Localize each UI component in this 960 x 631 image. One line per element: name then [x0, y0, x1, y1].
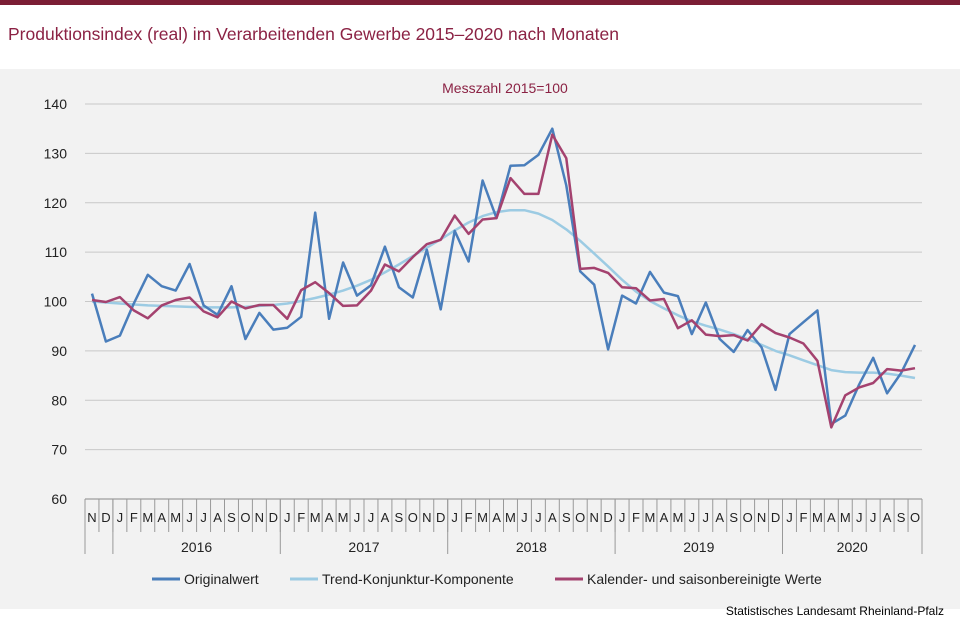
x-tick-label: A: [827, 510, 836, 525]
legend: Originalwert Trend-Konjunktur-Komponente K…: [152, 571, 822, 587]
x-tick-label: O: [910, 510, 920, 525]
x-tick-label: S: [227, 510, 236, 525]
page-title: Produktionsindex (real) im Verarbeitende…: [8, 24, 619, 44]
x-tick-label: F: [799, 510, 807, 525]
y-tick-label: 80: [51, 392, 67, 408]
x-tick-label: N: [255, 510, 264, 525]
x-tick-label: J: [689, 510, 696, 525]
x-tick-label: S: [562, 510, 571, 525]
x-tick-label: A: [381, 510, 390, 525]
y-tick-label: 140: [44, 96, 68, 112]
legend-label: Originalwert: [184, 571, 259, 587]
x-tick-label: O: [408, 510, 418, 525]
x-tick-label: F: [297, 510, 305, 525]
y-tick-label: 110: [45, 244, 68, 260]
x-tick-label: O: [240, 510, 250, 525]
year-label: 2019: [683, 539, 714, 555]
x-tick-label: N: [87, 510, 96, 525]
x-tick-label: N: [757, 510, 766, 525]
x-tick-label: A: [492, 510, 501, 525]
x-tick-label: S: [729, 510, 738, 525]
x-tick-label: A: [883, 510, 892, 525]
year-label: 2018: [516, 539, 547, 555]
x-tick-label: D: [269, 510, 278, 525]
x-tick-label: M: [170, 510, 181, 525]
y-tick-label: 130: [44, 145, 68, 161]
x-tick-label: J: [186, 510, 193, 525]
x-tick-label: J: [786, 510, 793, 525]
x-tick-label: J: [368, 510, 375, 525]
x-tick-label: A: [715, 510, 724, 525]
x-tick-label: D: [771, 510, 780, 525]
x-tick-label: S: [395, 510, 404, 525]
y-tick-label: 100: [44, 294, 68, 310]
year-label: 2017: [348, 539, 379, 555]
x-tick-label: J: [870, 510, 877, 525]
x-tick-label: N: [422, 510, 431, 525]
x-tick-label: A: [548, 510, 557, 525]
x-tick-label: N: [589, 510, 598, 525]
gridlines: [85, 103, 922, 500]
legend-label: Kalender- und saisonbereinigte Werte: [587, 571, 822, 587]
y-tick-label: 60: [51, 491, 67, 507]
y-tick-label: 120: [44, 195, 68, 211]
x-tick-label: S: [897, 510, 906, 525]
series-line-0: [90, 127, 917, 426]
x-tick-label: M: [142, 510, 153, 525]
year-label: 2016: [181, 539, 212, 555]
source-credit: Statistisches Landesamt Rheinland-Pfalz: [725, 604, 944, 618]
x-tick-label: J: [703, 510, 710, 525]
series-line-1: [91, 208, 916, 380]
x-tick-label: M: [840, 510, 851, 525]
x-tick-label: J: [619, 510, 626, 525]
y-tick-label: 70: [51, 442, 67, 458]
x-tick-label: A: [660, 510, 669, 525]
x-tick-label: M: [477, 510, 488, 525]
x-tick-label: J: [535, 510, 542, 525]
x-tick-label: F: [632, 510, 640, 525]
x-tick-label: D: [603, 510, 612, 525]
x-tick-label: O: [743, 510, 753, 525]
x-tick-label: M: [505, 510, 516, 525]
x-tick-label: J: [284, 510, 291, 525]
x-tick-label: D: [436, 510, 445, 525]
x-tick-label: M: [672, 510, 683, 525]
series-line-2: [91, 133, 916, 429]
x-tick-label: M: [645, 510, 656, 525]
x-tick-label: M: [310, 510, 321, 525]
chart-area: 60 70 80 90 100 110 120 130 140 N D J F M A M J J A S O N D J F M…: [0, 69, 960, 609]
x-tick-label: D: [101, 510, 110, 525]
x-tick-label: M: [338, 510, 349, 525]
x-tick-label: F: [465, 510, 473, 525]
x-tick-label: A: [157, 510, 166, 525]
x-tick-label: M: [812, 510, 823, 525]
x-tick-label: A: [213, 510, 222, 525]
x-tick-label: A: [325, 510, 334, 525]
x-tick-label: J: [354, 510, 361, 525]
top-accent-bar: [0, 0, 960, 5]
x-tick-label: J: [200, 510, 207, 525]
x-tick-label: J: [521, 510, 528, 525]
x-tick-label: J: [856, 510, 863, 525]
x-tick-label: J: [117, 510, 124, 525]
year-label: 2020: [837, 539, 868, 555]
y-tick-label: 90: [51, 343, 67, 359]
x-tick-label: O: [575, 510, 585, 525]
x-tick-label: F: [130, 510, 138, 525]
x-tick-label: J: [451, 510, 458, 525]
chart-subtitle: Messzahl 2015=100: [442, 80, 568, 96]
legend-label: Trend-Konjunktur-Komponente: [322, 571, 514, 587]
series-lines: [90, 127, 917, 429]
